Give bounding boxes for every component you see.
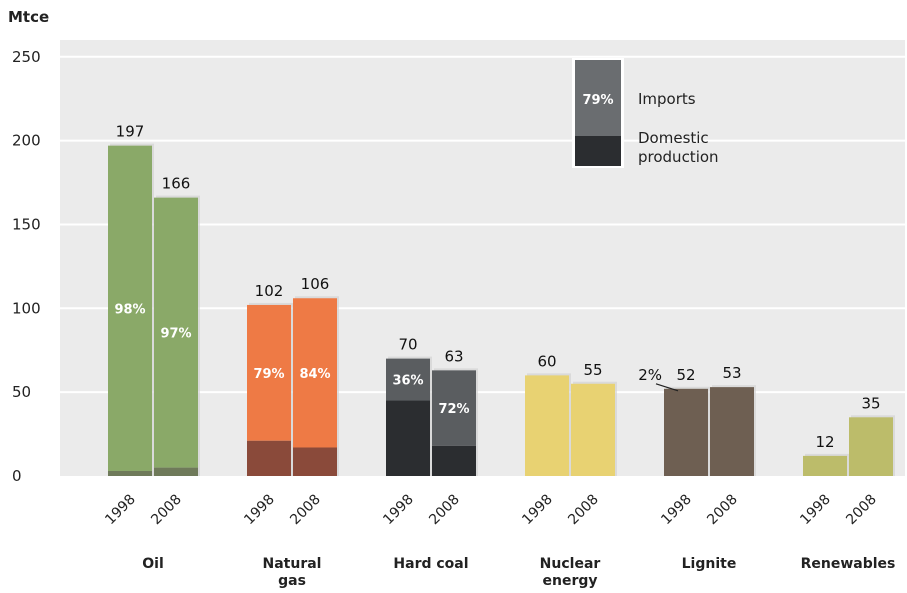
legend-imports-label: Imports [638,90,696,108]
bar-total-label: 35 [861,394,880,412]
x-category-label: Oil [142,556,164,572]
x-category-label: Hard coal [393,556,468,572]
y-tick-label: 150 [12,215,41,233]
x-year-label: 2008 [148,492,185,529]
x-category-label: Lignite [682,556,737,572]
bar-total-label: 52 [676,366,695,384]
x-year-label: 2008 [843,492,880,529]
x-category-label: Natural [263,556,322,572]
bar-percent-label: 79% [253,367,284,382]
bar-total-label: 12 [815,433,834,451]
bar-domestic-segment [247,440,291,476]
bar-percent-label: 84% [299,367,330,382]
y-tick-label: 250 [12,48,41,66]
bar-percent-label: 72% [438,402,469,417]
annotation-label: 2% [638,366,662,384]
legend-domestic-swatch [575,136,621,166]
bar-imports-segment [293,298,337,448]
bar-percent-label: 97% [160,327,191,342]
bar-imports-segment [432,370,476,446]
x-year-label: 2008 [565,492,602,529]
legend-sample-percent: 79% [582,93,613,108]
x-year-label: 1998 [380,492,417,529]
x-category-label: gas [278,573,306,589]
bar-domestic-segment [849,417,893,476]
bar-imports-segment [108,145,152,471]
x-category-label: Nuclear [540,556,601,572]
y-tick-label: 200 [12,132,41,150]
y-axis-unit-label: Mtce [8,8,49,26]
legend-imports-swatch [575,60,621,136]
bar-domestic-segment [293,447,337,476]
y-tick-label: 100 [12,299,41,317]
legend-domestic-label: production [638,148,719,166]
bar-total-label: 166 [162,175,191,193]
legend-domestic-label: Domestic [638,129,709,147]
x-year-label: 1998 [102,492,139,529]
bar-imports-segment [154,197,198,468]
bar-domestic-segment [386,400,430,476]
y-tick-label: 50 [12,383,31,401]
bar-total-label: 53 [722,364,741,382]
bar-imports-segment [386,358,430,401]
bar-total-label: 197 [116,123,145,141]
bar-imports-segment [247,304,291,441]
bar-total-label: 55 [583,361,602,379]
annotation-leader-line [655,383,679,392]
bar-percent-label: 98% [114,302,145,317]
bar-imports-segment [525,375,569,476]
plot-background [60,40,905,476]
bar-imports-segment [571,383,615,476]
x-year-label: 1998 [797,492,834,529]
x-year-label: 2008 [426,492,463,529]
y-tick-label: 0 [12,467,22,485]
bar-total-label: 106 [301,275,330,293]
bar-total-label: 60 [537,352,556,370]
x-category-label: Renewables [801,556,896,572]
bar-domestic-segment [710,387,754,476]
x-year-label: 1998 [519,492,556,529]
x-year-label: 1998 [241,492,278,529]
bar-domestic-segment [154,467,198,476]
bar-percent-label: 36% [392,374,423,389]
bar-domestic-segment [432,445,476,476]
bar-total-label: 102 [255,282,284,300]
x-year-label: 2008 [704,492,741,529]
x-year-label: 1998 [658,492,695,529]
bar-domestic-segment [108,470,152,476]
bar-domestic-segment [664,388,708,476]
bar-domestic-segment [803,455,847,476]
bar-total-label: 63 [444,347,463,365]
x-category-label: energy [542,573,597,589]
x-year-label: 2008 [287,492,324,529]
bar-total-label: 70 [398,336,417,354]
